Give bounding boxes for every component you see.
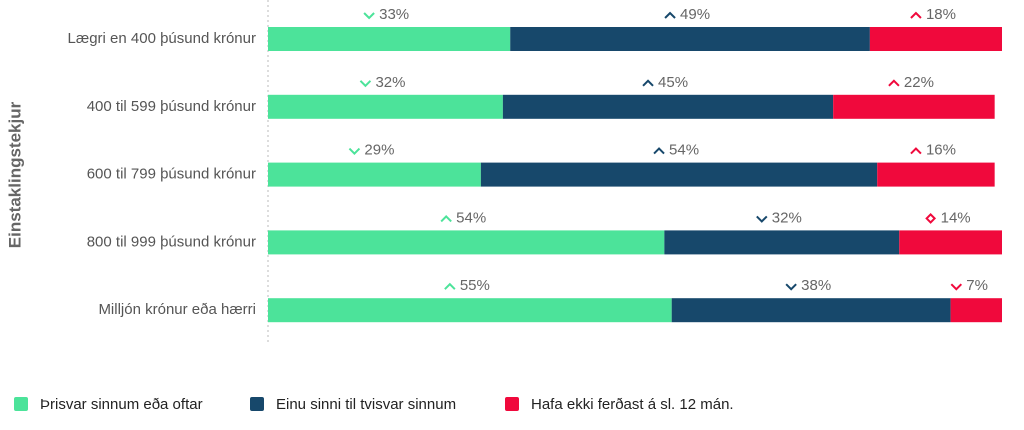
trend-marker	[756, 215, 768, 223]
trend-marker	[440, 214, 452, 223]
bar-segment	[268, 27, 511, 51]
value-label: 33%	[379, 6, 409, 23]
value-label: 29%	[364, 142, 394, 159]
bar-segment	[869, 27, 1002, 51]
trend-marker	[925, 212, 937, 224]
bar-segment	[877, 162, 995, 187]
category-label: 800 til 999 þúsund krónur	[87, 233, 256, 250]
y-axis-label: Einstaklingstekjur	[5, 101, 24, 248]
trend-marker	[664, 11, 676, 19]
legend-swatch	[505, 397, 519, 411]
value-label: 32%	[772, 209, 802, 226]
trend-marker	[363, 12, 375, 20]
legend-label: Hafa ekki ferðast á sl. 12 mán.	[531, 396, 734, 413]
trend-marker	[642, 79, 654, 87]
value-label: 7%	[966, 277, 988, 294]
legend-swatch	[14, 397, 28, 411]
value-label: 18%	[926, 6, 956, 23]
value-label: 54%	[456, 209, 486, 226]
value-label: 55%	[460, 277, 490, 294]
legend-label: Þrisvar sinnum eða oftar	[40, 396, 203, 413]
value-label: 49%	[680, 6, 710, 23]
bar-segment	[510, 27, 870, 51]
bar-segment	[950, 298, 1002, 323]
trend-marker	[888, 79, 900, 87]
trend-marker	[910, 147, 922, 155]
category-label: Milljón krónur eða hærri	[98, 301, 256, 318]
bar-segment	[268, 94, 503, 119]
bar-segment	[502, 94, 834, 119]
category-label: 400 til 599 þúsund krónur	[87, 98, 256, 115]
bar-segment	[899, 230, 1002, 255]
trend-marker	[950, 283, 963, 291]
bar-segment	[268, 298, 672, 323]
bar-segment	[664, 230, 900, 255]
legend-swatch	[250, 397, 264, 411]
trend-marker	[785, 283, 797, 291]
value-label: 16%	[926, 142, 956, 159]
category-label: 600 til 799 þúsund krónur	[87, 166, 256, 183]
value-label: 22%	[904, 74, 934, 91]
value-label: 32%	[375, 74, 405, 91]
bar-segment	[268, 230, 665, 255]
trend-marker	[653, 147, 665, 155]
legend-label: Einu sinni til tvisvar sinnum	[276, 396, 456, 413]
value-label: 38%	[801, 277, 831, 294]
bar-segment	[480, 162, 878, 187]
bar-segment	[671, 298, 951, 323]
trend-marker	[444, 282, 456, 290]
value-label: 45%	[658, 74, 688, 91]
bar-segment	[268, 162, 481, 187]
trend-marker	[348, 147, 361, 156]
category-label: Lægri en 400 þúsund krónur	[68, 30, 256, 47]
trend-marker	[910, 11, 922, 19]
value-label: 54%	[669, 142, 699, 159]
trend-marker	[359, 80, 372, 88]
bar-segment	[833, 94, 995, 119]
value-label: 14%	[941, 209, 971, 226]
